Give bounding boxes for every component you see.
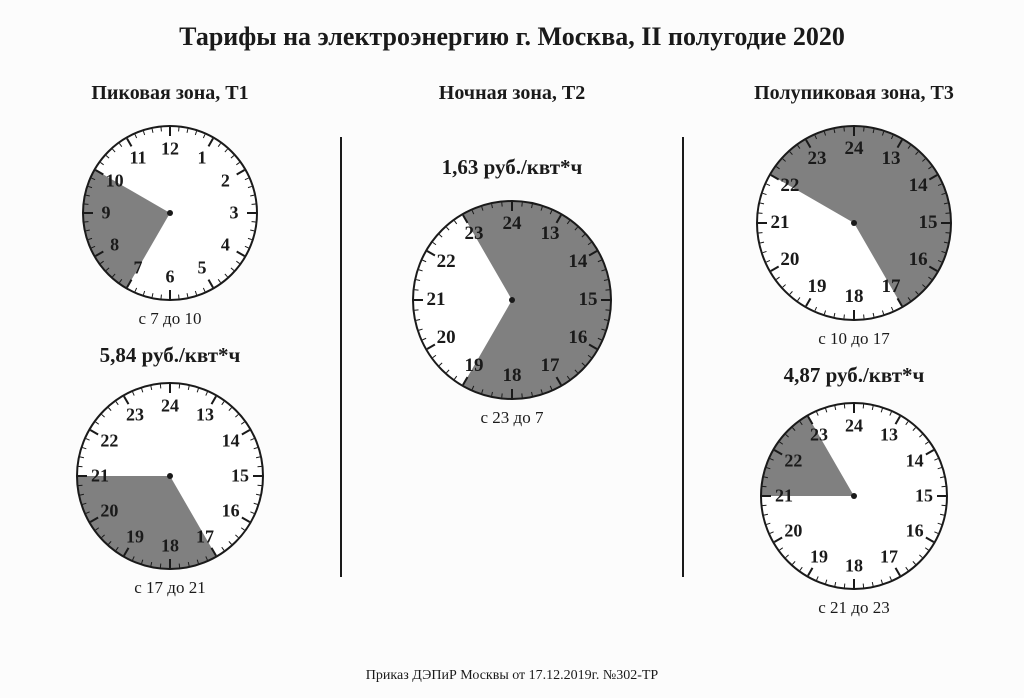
clock-2a: 131415161718192021222324 — [412, 200, 612, 400]
clock-1a: 123456789101112 — [82, 125, 258, 301]
price-1: 5,84 руб./квт*ч — [100, 343, 241, 368]
time-label-1a: с 7 до 10 — [139, 309, 202, 329]
zone-col-2: Ночная зона, Т2 1,63 руб./квт*ч 13141516… — [342, 82, 682, 662]
clock-3b: 131415161718192021222324 — [760, 402, 948, 590]
zone-title-1: Пиковая зона, Т1 — [91, 82, 248, 105]
zone-col-3: Полупиковая зона, Т3 1314151617181920212… — [684, 82, 1024, 662]
zone-title-2: Ночная зона, Т2 — [439, 82, 585, 105]
clock-1b: 131415161718192021222324 — [76, 382, 264, 570]
clock-wrap-3b: 131415161718192021222324 с 21 до 23 — [760, 402, 948, 618]
time-label-3a: с 10 до 17 — [818, 329, 889, 349]
time-label-3b: с 21 до 23 — [818, 598, 889, 618]
clock-wrap-1b: 131415161718192021222324 с 17 до 21 — [76, 382, 264, 598]
footnote: Приказ ДЭПиР Москвы от 17.12.2019г. №302… — [0, 668, 1024, 684]
time-label-1b: с 17 до 21 — [134, 578, 205, 598]
clock-3a: 131415161718192021222324 — [756, 125, 952, 321]
page-title: Тарифы на электроэнергию г. Москва, II п… — [0, 0, 1024, 52]
zone-col-1: Пиковая зона, Т1 123456789101112 с 7 до … — [0, 82, 340, 662]
price-2: 1,63 руб./квт*ч — [442, 155, 583, 180]
clock-wrap-3a: 131415161718192021222324 с 10 до 17 — [756, 125, 952, 349]
clock-wrap-1a: 123456789101112 с 7 до 10 — [82, 125, 258, 329]
clock-wrap-2a: 131415161718192021222324 с 23 до 7 — [412, 200, 612, 428]
zone-title-3: Полупиковая зона, Т3 — [754, 82, 954, 105]
time-label-2a: с 23 до 7 — [481, 408, 544, 428]
price-3: 4,87 руб./квт*ч — [784, 363, 925, 388]
columns-container: Пиковая зона, Т1 123456789101112 с 7 до … — [0, 82, 1024, 662]
